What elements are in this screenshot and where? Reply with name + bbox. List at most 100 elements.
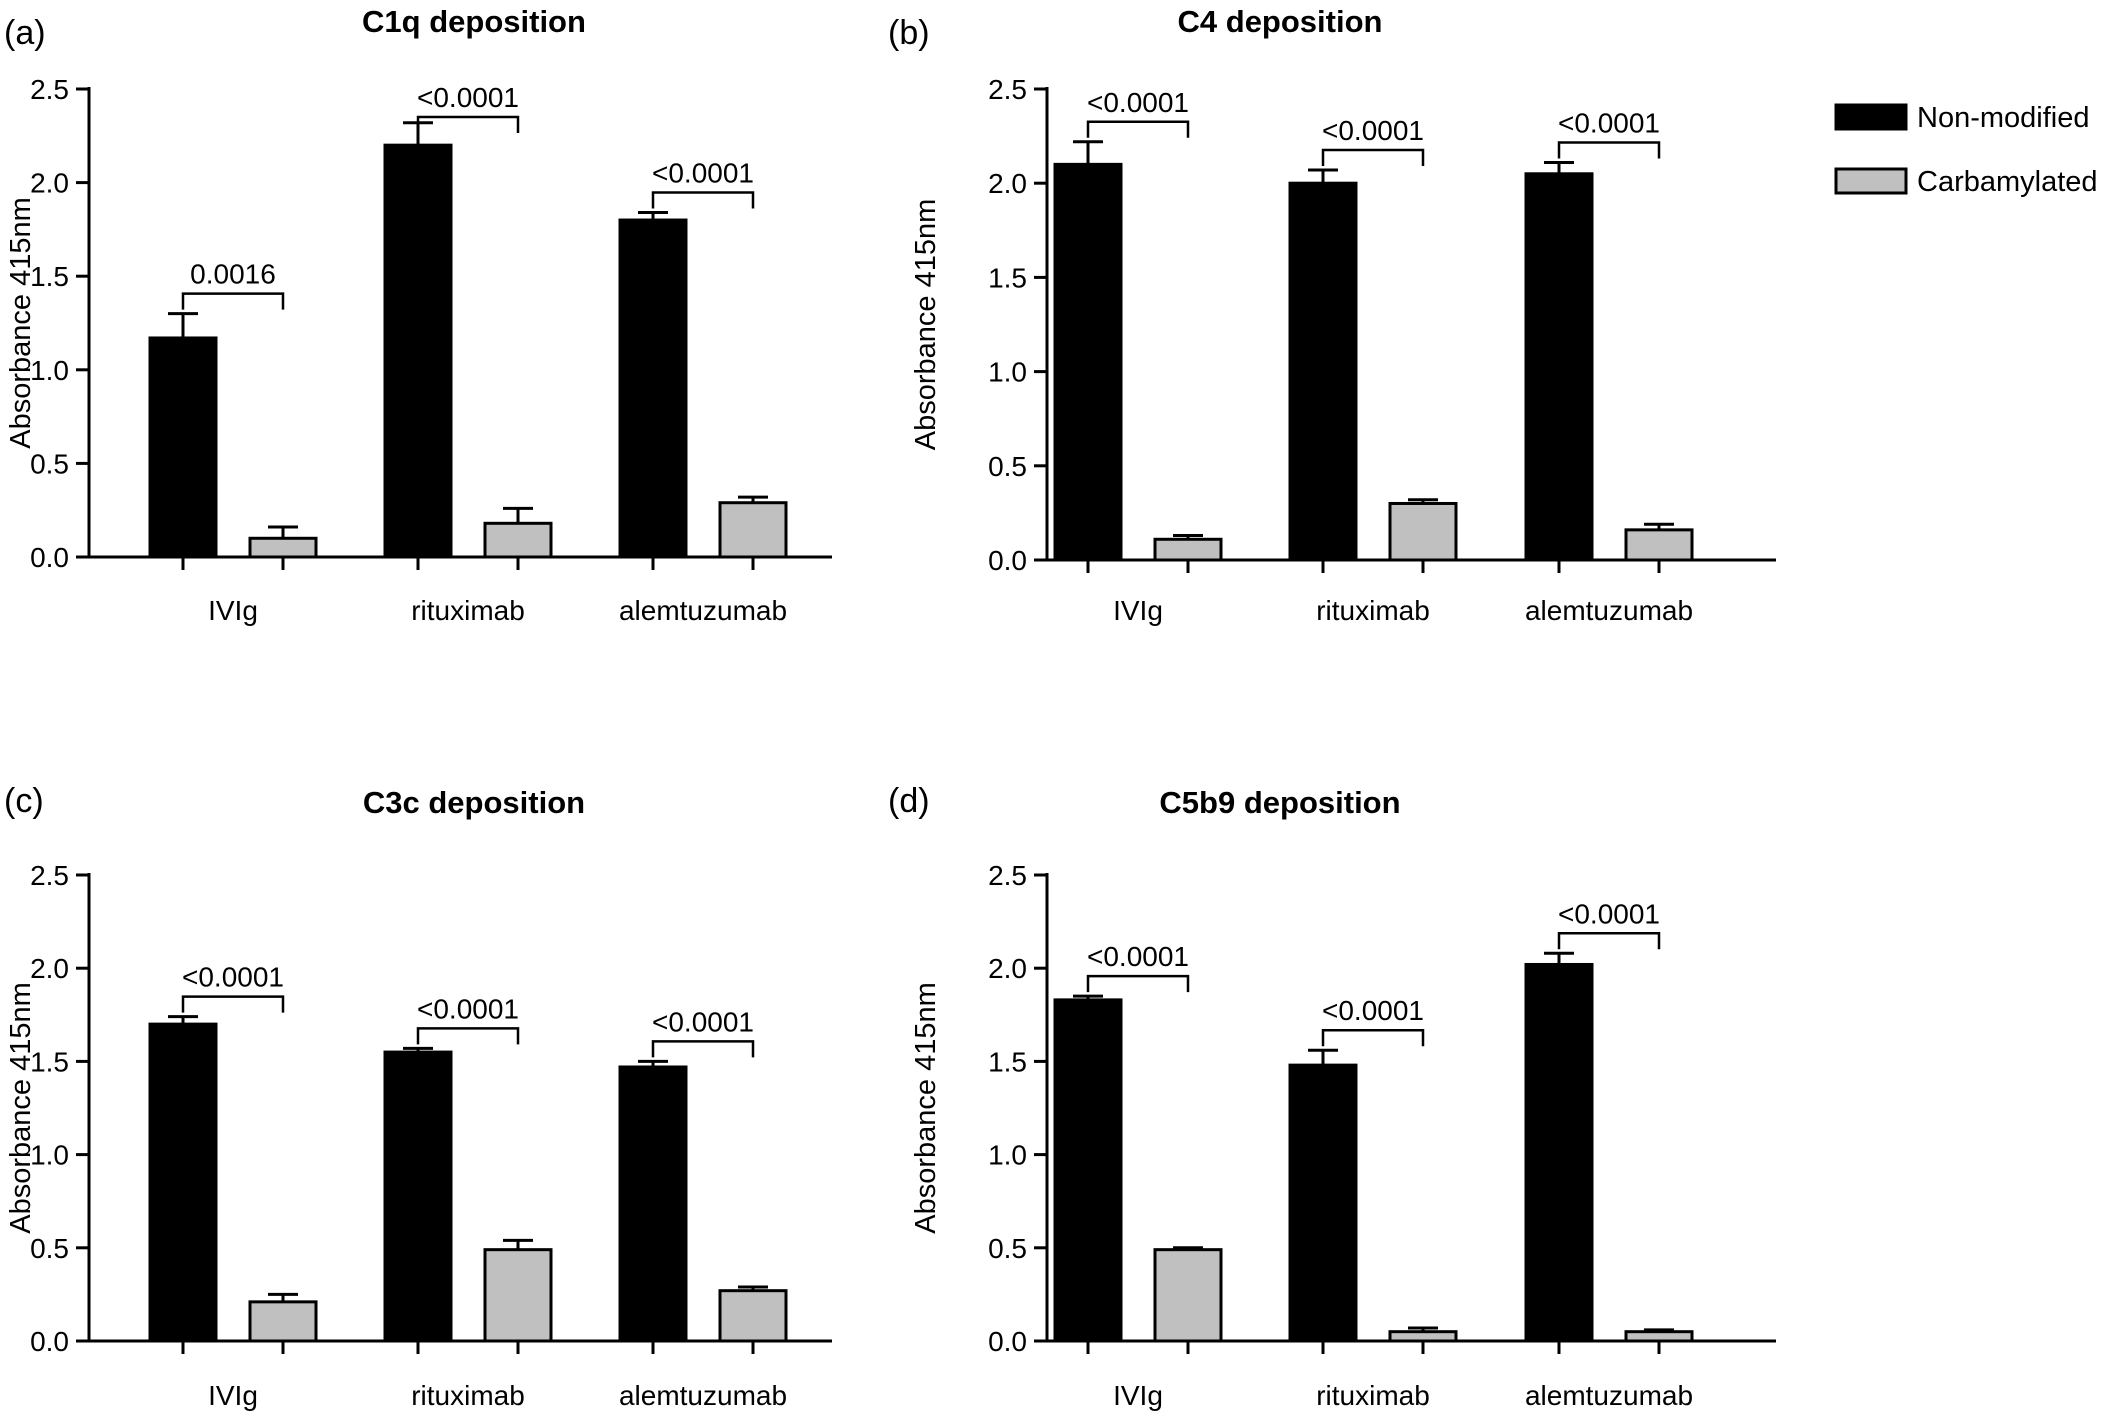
bar-carbamylated bbox=[718, 1289, 788, 1343]
significance-bracket bbox=[416, 115, 520, 133]
significance-bracket bbox=[651, 191, 755, 209]
bar-non-modified bbox=[1288, 1063, 1358, 1343]
chart-panel-c: (c) C3c deposition Absorbance 415nm 0.0 0.5 1… bbox=[4, 782, 832, 1411]
y-axis-label: Absorbance 415nm bbox=[910, 199, 942, 451]
chart-panel-a: (a) C1q deposition Absorbance 415nm 0.0 0.5 1… bbox=[4, 4, 832, 626]
bar-non-modified bbox=[383, 143, 453, 559]
y-tick-label: 0.0 bbox=[30, 542, 69, 573]
y-axis-label: Absorbance 415nm bbox=[5, 197, 37, 449]
legend-swatch-carbamylated bbox=[1834, 167, 1908, 195]
legend: Non-modified Carbamylated bbox=[1834, 102, 2098, 198]
x-tick-label: IVIg bbox=[208, 1380, 258, 1411]
chart-title: C1q deposition bbox=[362, 4, 586, 39]
significance-bracket bbox=[1086, 974, 1190, 993]
significance-bracket bbox=[1557, 932, 1661, 950]
y-tick-label: 1.0 bbox=[30, 355, 69, 386]
y-tick-label: 2.5 bbox=[988, 74, 1027, 105]
bar-non-modified bbox=[1053, 162, 1123, 562]
p-value-label: <0.0001 bbox=[182, 962, 284, 993]
significance-bracket bbox=[1557, 141, 1661, 159]
chart-title: C4 deposition bbox=[1178, 4, 1383, 39]
y-tick-label: 1.0 bbox=[988, 1140, 1027, 1171]
y-tick-label: 0.0 bbox=[988, 1326, 1027, 1357]
p-value-label: <0.0001 bbox=[1322, 115, 1424, 146]
panel-label: (b) bbox=[888, 14, 930, 52]
chart-panel-b: (b) C4 deposition Absorbance 415nm 0.0 0.5 1.… bbox=[888, 4, 1776, 626]
y-axis-label: Absorbance 415nm bbox=[910, 982, 942, 1234]
p-value-label: <0.0001 bbox=[1087, 87, 1189, 118]
y-tick-label: 1.0 bbox=[988, 357, 1027, 388]
x-tick-label: alemtuzumab bbox=[1525, 595, 1693, 626]
bar-carbamylated bbox=[1624, 1330, 1694, 1343]
x-tick-label: IVIg bbox=[208, 595, 258, 626]
p-value-label: 0.0016 bbox=[190, 259, 276, 290]
bar-non-modified bbox=[618, 1065, 688, 1343]
x-tick-label: alemtuzumab bbox=[619, 595, 787, 626]
significance-bracket bbox=[1321, 148, 1425, 167]
y-tick-label: 2.5 bbox=[988, 860, 1027, 891]
x-tick-label: IVIg bbox=[1113, 1380, 1163, 1411]
p-value-label: <0.0001 bbox=[1322, 995, 1424, 1026]
bar-carbamylated bbox=[1624, 528, 1694, 562]
bar-carbamylated bbox=[1388, 1330, 1458, 1343]
y-tick-label: 0.5 bbox=[988, 1233, 1027, 1264]
panel-label: (d) bbox=[888, 782, 930, 820]
bar-carbamylated bbox=[1153, 1248, 1223, 1343]
bar-non-modified bbox=[1053, 998, 1123, 1343]
p-value-label: <0.0001 bbox=[417, 993, 519, 1024]
significance-bracket bbox=[181, 995, 285, 1013]
x-tick-label: rituximab bbox=[1316, 1380, 1430, 1411]
p-value-label: <0.0001 bbox=[652, 158, 754, 189]
y-tick-label: 1.0 bbox=[30, 1140, 69, 1171]
bar-carbamylated bbox=[248, 1300, 318, 1343]
bar-non-modified bbox=[383, 1050, 453, 1343]
y-tick-label: 0.0 bbox=[988, 545, 1027, 576]
y-tick-label: 0.5 bbox=[30, 448, 69, 479]
bar-carbamylated bbox=[718, 501, 788, 559]
x-tick-label: alemtuzumab bbox=[1525, 1380, 1693, 1411]
significance-bracket bbox=[651, 1040, 755, 1058]
y-tick-label: 1.5 bbox=[30, 261, 69, 292]
legend-label: Non-modified bbox=[1917, 102, 2089, 134]
x-tick-label: IVIg bbox=[1113, 595, 1163, 626]
p-value-label: <0.0001 bbox=[1558, 107, 1660, 138]
bar-carbamylated bbox=[483, 1248, 553, 1343]
panel-label: (c) bbox=[4, 782, 44, 820]
bar-non-modified bbox=[148, 1022, 218, 1343]
bar-non-modified bbox=[1288, 181, 1358, 562]
significance-bracket bbox=[1321, 1028, 1425, 1047]
bar-carbamylated bbox=[1153, 537, 1223, 562]
y-tick-label: 0.5 bbox=[988, 451, 1027, 482]
significance-bracket bbox=[416, 1027, 520, 1045]
bar-non-modified bbox=[148, 336, 218, 559]
y-tick-label: 1.5 bbox=[988, 262, 1027, 293]
y-tick-label: 1.5 bbox=[30, 1046, 69, 1077]
x-tick-label: alemtuzumab bbox=[619, 1380, 787, 1411]
y-tick-label: 1.5 bbox=[988, 1046, 1027, 1077]
y-tick-label: 2.5 bbox=[30, 860, 69, 891]
p-value-label: <0.0001 bbox=[652, 1006, 754, 1037]
chart-title: C3c deposition bbox=[363, 785, 585, 820]
legend-swatch-non-modified bbox=[1834, 103, 1908, 131]
y-tick-label: 2.5 bbox=[30, 74, 69, 105]
panel-label: (a) bbox=[4, 14, 46, 52]
chart-panel-d: (d) C5b9 deposition Absorbance 415nm 0.0 0.5… bbox=[888, 782, 1776, 1411]
bar-non-modified bbox=[1524, 962, 1594, 1343]
x-tick-label: rituximab bbox=[1316, 595, 1430, 626]
bar-carbamylated bbox=[248, 536, 318, 559]
chart-title: C5b9 deposition bbox=[1159, 785, 1400, 820]
y-axis-label: Absorbance 415nm bbox=[5, 982, 37, 1234]
bar-non-modified bbox=[1524, 172, 1594, 562]
significance-bracket bbox=[1086, 120, 1190, 138]
y-tick-label: 2.0 bbox=[988, 168, 1027, 199]
p-value-label: <0.0001 bbox=[1087, 941, 1189, 972]
significance-bracket bbox=[181, 292, 285, 310]
bar-carbamylated bbox=[483, 521, 553, 559]
legend-label: Carbamylated bbox=[1917, 166, 2098, 198]
y-tick-label: 0.5 bbox=[30, 1233, 69, 1264]
bar-carbamylated bbox=[1388, 501, 1458, 562]
p-value-label: <0.0001 bbox=[417, 82, 519, 113]
p-value-label: <0.0001 bbox=[1558, 898, 1660, 929]
